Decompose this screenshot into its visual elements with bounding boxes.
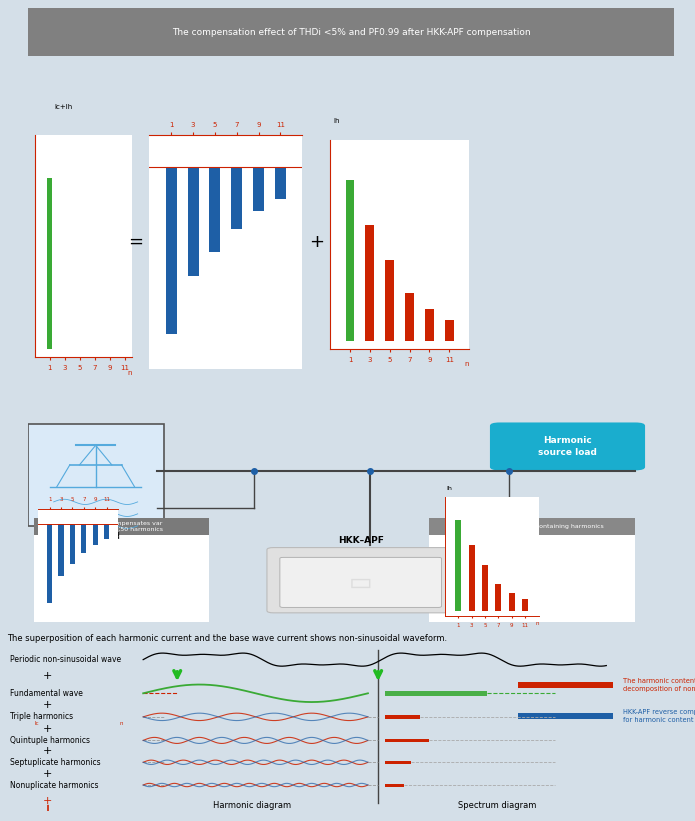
Text: Ic: Ic: [142, 591, 147, 598]
FancyBboxPatch shape: [280, 557, 441, 608]
Text: +: +: [43, 796, 53, 806]
Bar: [34, 534, 208, 621]
Text: The compensation effect of THDi <5% and PF0.99 after HKK-APF compensation: The compensation effect of THDi <5% and …: [172, 28, 530, 37]
Text: n: n: [305, 591, 310, 598]
Text: Quintuple harmonics: Quintuple harmonics: [10, 736, 90, 745]
Text: HKK-APF reverse compensation
for harmonic content: HKK-APF reverse compensation for harmoni…: [623, 709, 695, 723]
Text: Fundamental wave: Fundamental wave: [10, 689, 83, 698]
Text: Ih: Ih: [333, 118, 339, 124]
Bar: [385, 260, 394, 341]
Text: +: +: [43, 723, 53, 734]
Bar: [429, 534, 635, 621]
Bar: [385, 715, 420, 718]
Text: The harmonic content after the
decomposition of non-sinusoidal wave: The harmonic content after the decomposi…: [623, 678, 695, 692]
Text: +: +: [43, 672, 53, 681]
Text: +: +: [43, 746, 53, 756]
Text: Septuplicate harmonics: Septuplicate harmonics: [10, 758, 101, 767]
Bar: [253, 167, 264, 211]
Bar: [445, 320, 454, 341]
Bar: [81, 524, 86, 553]
Bar: [104, 524, 109, 539]
Text: n: n: [128, 370, 132, 376]
Bar: [209, 167, 220, 251]
Bar: [518, 713, 613, 718]
Bar: [28, 8, 674, 56]
Text: Ic: Ic: [34, 721, 39, 726]
Bar: [509, 593, 515, 611]
Bar: [166, 167, 177, 334]
Text: +: +: [43, 700, 53, 710]
Bar: [425, 309, 434, 341]
FancyBboxPatch shape: [490, 423, 645, 470]
Text: HKK–APF: HKK–APF: [338, 536, 384, 545]
Bar: [47, 524, 52, 603]
Bar: [496, 584, 501, 611]
Bar: [522, 599, 528, 611]
Bar: [275, 167, 286, 199]
Text: +: +: [43, 768, 53, 778]
Bar: [385, 760, 411, 764]
Bar: [47, 178, 52, 349]
Bar: [385, 783, 404, 787]
FancyBboxPatch shape: [28, 424, 163, 525]
Text: Spectrum diagram: Spectrum diagram: [458, 800, 537, 810]
Text: HKK-APF compensates var
and filters 2∶50 harmonics: HKK-APF compensates var and filters 2∶50…: [81, 521, 163, 532]
Text: n: n: [535, 621, 539, 626]
Text: Power grid: Power grid: [72, 532, 120, 541]
Text: n: n: [465, 360, 469, 367]
Text: n: n: [120, 721, 123, 726]
Text: Electricity environment containing harmonics: Electricity environment containing harmo…: [460, 524, 604, 529]
Text: Harmonic diagram: Harmonic diagram: [213, 800, 291, 810]
Bar: [385, 690, 487, 696]
Bar: [58, 524, 64, 576]
Bar: [345, 180, 354, 341]
Bar: [366, 225, 375, 341]
Text: Ih: Ih: [447, 485, 452, 491]
Text: ▭: ▭: [349, 571, 373, 594]
Bar: [385, 739, 430, 742]
Text: Triple harmonics: Triple harmonics: [10, 713, 74, 722]
Bar: [34, 518, 208, 534]
Text: The superposition of each harmonic current and the base wave current shows non-s: The superposition of each harmonic curre…: [7, 634, 447, 643]
FancyBboxPatch shape: [267, 548, 455, 612]
Text: Harmonic
source load: Harmonic source load: [538, 436, 597, 456]
Bar: [429, 518, 635, 534]
Bar: [70, 524, 75, 564]
Text: =: =: [128, 233, 143, 251]
Bar: [455, 520, 461, 611]
Text: Periodic non-sinusoidal wave: Periodic non-sinusoidal wave: [10, 655, 122, 664]
Bar: [231, 167, 243, 229]
Bar: [188, 167, 199, 276]
Bar: [468, 545, 475, 611]
Text: +: +: [309, 233, 324, 251]
Bar: [92, 524, 98, 545]
Text: Ic+Ih: Ic+Ih: [54, 104, 72, 110]
Bar: [405, 292, 414, 341]
Bar: [518, 682, 613, 688]
Text: Nonuplicate harmonics: Nonuplicate harmonics: [10, 781, 99, 790]
Bar: [482, 566, 488, 611]
